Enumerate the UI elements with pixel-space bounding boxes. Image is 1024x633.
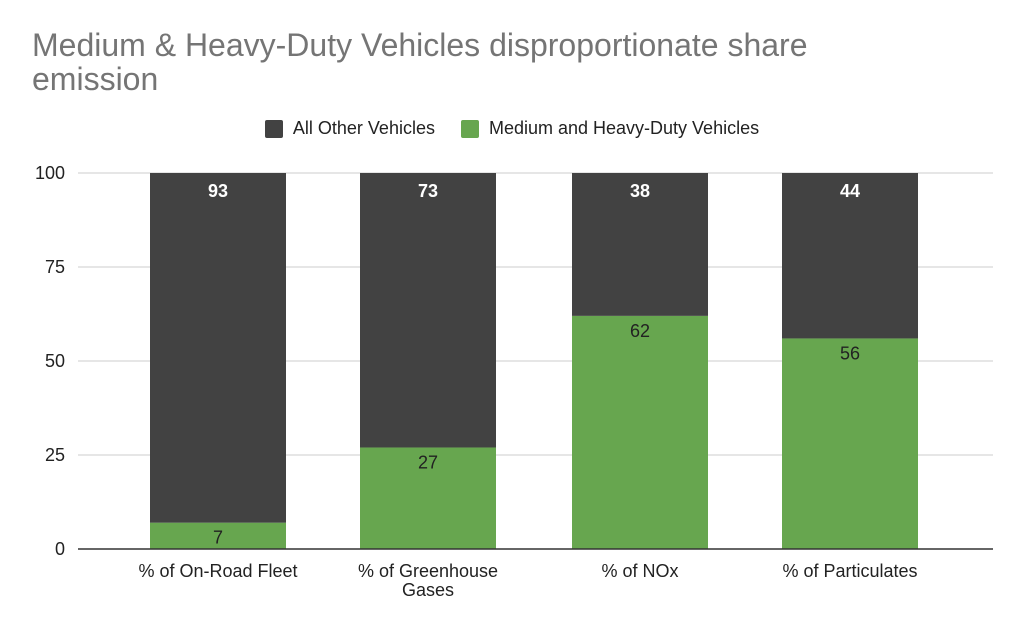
x-tick-label: % of Greenhouse Gases xyxy=(358,561,498,600)
legend-item-medium-heavy[interactable]: Medium and Heavy-Duty Vehicles xyxy=(460,118,760,139)
bar-medium-heavy xyxy=(572,315,708,549)
y-tick-label: 25 xyxy=(45,445,65,465)
y-tick-label: 75 xyxy=(45,257,65,277)
bar-all-other xyxy=(782,173,918,339)
y-tick-label: 100 xyxy=(35,163,65,183)
legend-label-medium-heavy: Medium and Heavy-Duty Vehicles xyxy=(488,118,760,138)
legend-swatch-all-other xyxy=(264,119,283,138)
data-label-all-other: 93 xyxy=(208,181,228,201)
data-label-all-other: 44 xyxy=(840,181,860,201)
data-label-medium-heavy: 27 xyxy=(418,452,438,472)
x-tick-label: % of NOx xyxy=(601,561,678,581)
y-tick-label: 0 xyxy=(55,539,65,559)
legend-swatch-medium-heavy xyxy=(460,119,479,138)
x-tick-label: % of On-Road Fleet xyxy=(138,561,297,581)
bar-all-other xyxy=(572,173,708,316)
chart-title: Medium & Heavy-Duty Vehicles disproporti… xyxy=(32,27,808,97)
bar-all-other xyxy=(360,173,496,448)
bar-medium-heavy xyxy=(150,522,286,549)
bar-medium-heavy xyxy=(360,447,496,549)
bar-all-other xyxy=(150,173,286,523)
data-label-medium-heavy: 62 xyxy=(630,321,650,341)
y-tick-label: 50 xyxy=(45,351,65,371)
data-label-medium-heavy: 56 xyxy=(840,343,860,363)
chart-legend: All Other Vehicles Medium and Heavy-Duty… xyxy=(0,118,1024,139)
legend-label-all-other: All Other Vehicles xyxy=(292,118,435,138)
x-tick-label: % of Particulates xyxy=(782,561,917,581)
data-label-medium-heavy: 7 xyxy=(213,528,223,548)
data-label-all-other: 73 xyxy=(418,181,438,201)
legend-item-all-other[interactable]: All Other Vehicles xyxy=(264,118,435,139)
bar-medium-heavy xyxy=(782,338,918,549)
data-label-all-other: 38 xyxy=(630,181,650,201)
